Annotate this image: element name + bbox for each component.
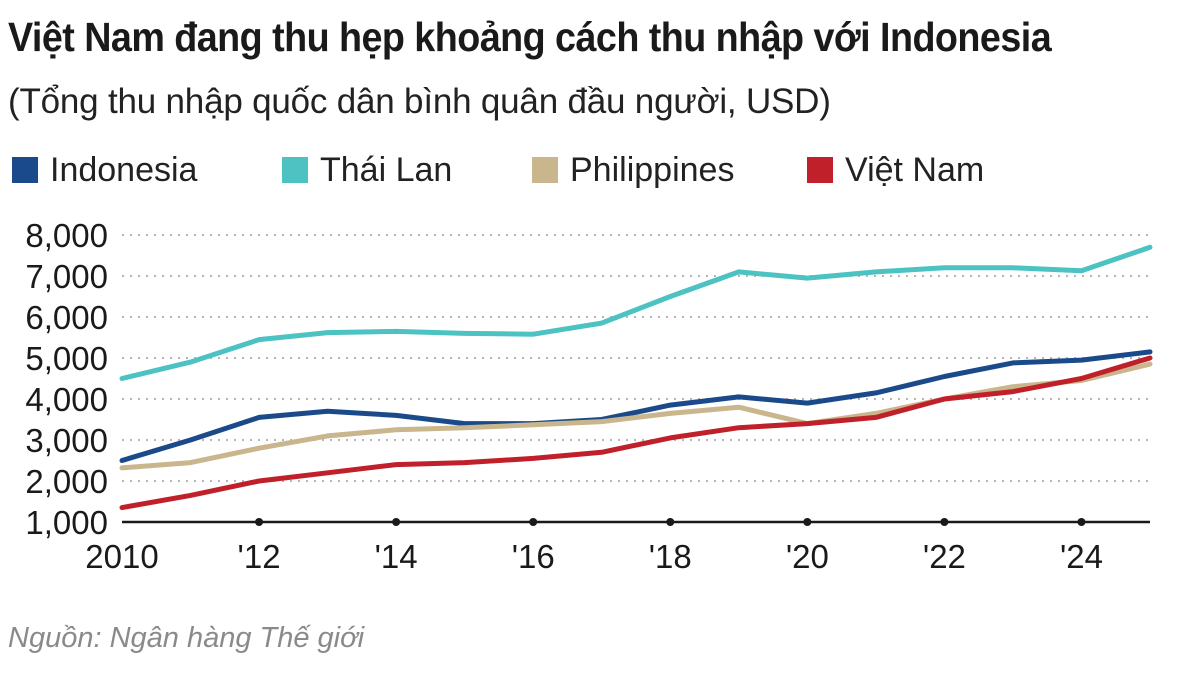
x-tick-label: '12: [238, 538, 281, 575]
y-tick-label: 8,000: [25, 217, 108, 254]
y-tick-label: 6,000: [25, 299, 108, 336]
x-tick-mark: [803, 518, 812, 526]
chart-title: Việt Nam đang thu hẹp khoảng cách thu nh…: [8, 14, 1052, 60]
series-line-viet-nam: [119, 355, 1153, 511]
x-tick-mark: [1077, 518, 1086, 526]
y-tick-label: 7,000: [25, 258, 108, 295]
legend-label-viet-nam: Việt Nam: [845, 150, 985, 189]
y-tick-label: 2,000: [25, 463, 108, 500]
source-note: Nguồn: Ngân hàng Thế giới: [8, 622, 365, 654]
x-tick-label: '20: [786, 538, 829, 575]
x-tick-label: 2010: [85, 538, 158, 575]
x-tick-mark: [529, 518, 538, 526]
y-axis-tick-labels: 1,000 2,000 3,000 4,000 5,000 6,000 7,000 8,000: [25, 217, 108, 541]
y-tick-label: 5,000: [25, 340, 108, 377]
x-tick-mark: [255, 518, 264, 526]
x-axis: [122, 518, 1150, 526]
legend-swatch-thai-lan: [282, 157, 308, 183]
gridlines: [122, 234, 1150, 482]
legend-swatch-viet-nam: [807, 157, 833, 183]
x-tick-mark: [666, 518, 675, 526]
y-tick-label: 4,000: [25, 381, 108, 418]
x-tick-label: '22: [923, 538, 966, 575]
y-tick-label: 1,000: [25, 504, 108, 541]
x-tick-label: '14: [375, 538, 418, 575]
x-tick-mark: [940, 518, 949, 526]
legend-item-thai-lan: Thái Lan: [282, 151, 532, 190]
x-tick-mark: [392, 518, 401, 526]
series-lines: [119, 244, 1153, 511]
legend-item-indonesia: Indonesia: [12, 151, 282, 190]
x-axis-tick-labels: 2010 '12 '14 '16 '18 '20 '22 '24: [85, 538, 1103, 575]
legend-item-viet-nam: Việt Nam: [807, 151, 984, 190]
series-line-thai-lan: [119, 244, 1153, 381]
x-tick-label: '18: [649, 538, 692, 575]
legend-swatch-philippines: [532, 157, 558, 183]
chart-subtitle: (Tổng thu nhập quốc dân bình quân đầu ng…: [8, 82, 831, 121]
x-tick-label: '16: [512, 538, 555, 575]
legend-label-thai-lan: Thái Lan: [320, 150, 453, 189]
legend-label-indonesia: Indonesia: [50, 150, 198, 189]
legend-swatch-indonesia: [12, 157, 38, 183]
x-tick-label: '24: [1060, 538, 1103, 575]
legend-label-philippines: Philippines: [570, 150, 735, 189]
y-tick-label: 3,000: [25, 422, 108, 459]
legend-item-philippines: Philippines: [532, 151, 807, 190]
legend: Indonesia Thái Lan Philippines Việt Nam: [12, 150, 984, 190]
series-line-indonesia: [119, 349, 1153, 463]
